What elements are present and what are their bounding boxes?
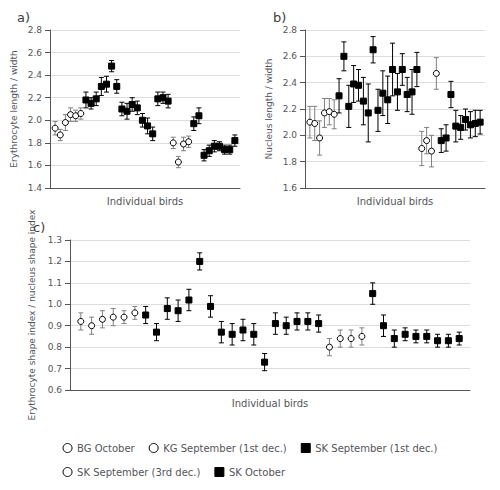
svg-text:KG September (1st dec.): KG September (1st dec.) xyxy=(163,443,287,454)
svg-text:Individual birds: Individual birds xyxy=(107,196,184,207)
svg-text:1.8: 1.8 xyxy=(283,157,298,167)
svg-text:1.4: 1.4 xyxy=(28,183,43,193)
svg-text:SK September (1st dec.): SK September (1st dec.) xyxy=(315,443,437,454)
svg-text:2.8: 2.8 xyxy=(28,25,43,35)
svg-text:2.0: 2.0 xyxy=(283,130,298,140)
svg-text:2.8: 2.8 xyxy=(283,25,298,35)
svg-text:1.1: 1.1 xyxy=(48,278,62,288)
svg-text:SK September (3rd dec.): SK September (3rd dec.) xyxy=(77,467,200,478)
svg-text:Individual birds: Individual birds xyxy=(357,196,434,207)
svg-text:0.7: 0.7 xyxy=(48,364,62,374)
svg-text:2.6: 2.6 xyxy=(28,48,43,58)
svg-text:BG October: BG October xyxy=(77,443,136,454)
svg-text:0.6: 0.6 xyxy=(48,385,63,395)
svg-text:a): a) xyxy=(17,10,30,25)
svg-text:1.6: 1.6 xyxy=(28,160,43,170)
svg-text:2.4: 2.4 xyxy=(28,70,43,80)
svg-text:1.8: 1.8 xyxy=(28,138,43,148)
svg-text:1.0: 1.0 xyxy=(48,299,63,309)
svg-text:1.6: 1.6 xyxy=(283,183,298,193)
svg-text:Individual birds: Individual birds xyxy=(232,398,309,409)
svg-text:2.2: 2.2 xyxy=(283,104,297,114)
svg-text:Erythrocyte length / width: Erythrocyte length / width xyxy=(9,50,19,167)
svg-text:2.2: 2.2 xyxy=(28,93,42,103)
svg-text:0.8: 0.8 xyxy=(48,342,63,352)
svg-text:2.6: 2.6 xyxy=(283,51,298,61)
svg-text:c): c) xyxy=(33,220,45,235)
svg-text:SK October: SK October xyxy=(229,467,286,478)
svg-text:Erythrocyte shape index / nucl: Erythrocyte shape index / nucleus shape … xyxy=(27,209,37,421)
svg-text:b): b) xyxy=(273,10,286,25)
svg-text:1.2: 1.2 xyxy=(48,256,62,266)
svg-text:2.4: 2.4 xyxy=(283,78,298,88)
svg-text:0.9: 0.9 xyxy=(48,321,63,331)
svg-text:2.0: 2.0 xyxy=(28,115,43,125)
svg-text:1.3: 1.3 xyxy=(48,235,62,245)
svg-text:Nucleus length / width: Nucleus length / width xyxy=(264,59,274,160)
